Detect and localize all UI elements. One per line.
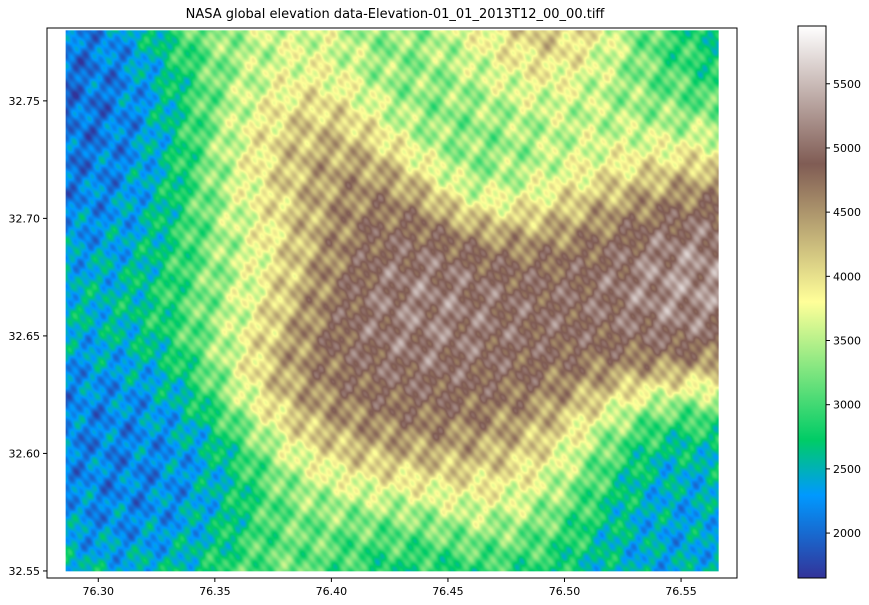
elevation-heatmap [65, 30, 719, 572]
colorbar-tick-label: 2000 [833, 527, 861, 540]
y-tick-label: 32.70 [9, 212, 41, 225]
plot-area: 76.30 76.35 76.40 76.45 76.50 76.55 32.55 32.6… [9, 27, 738, 598]
colorbar-tick-label: 3000 [833, 399, 861, 412]
colorbar-tick-label: 3500 [833, 335, 861, 348]
y-axis: 32.55 32.60 32.65 32.70 32.75 [9, 95, 47, 578]
y-tick-label: 32.65 [9, 330, 41, 343]
x-tick-label: 76.30 [83, 585, 115, 598]
x-axis: 76.30 76.35 76.40 76.45 76.50 76.55 [83, 578, 697, 598]
x-tick-label: 76.50 [549, 585, 581, 598]
x-tick-label: 76.35 [199, 585, 231, 598]
x-tick-label: 76.45 [432, 585, 464, 598]
colorbar-tick-label: 4500 [833, 206, 861, 219]
chart-title: NASA global elevation data-Elevation-01_… [186, 7, 606, 22]
colorbar-tick-label: 5500 [833, 78, 861, 91]
y-tick-label: 32.55 [9, 565, 41, 578]
y-tick-label: 32.75 [9, 95, 41, 108]
x-tick-label: 76.40 [316, 585, 348, 598]
colorbar-axis: 2000 2500 3000 3500 4000 4500 5000 5500 [826, 78, 861, 540]
axes-frame [46, 27, 738, 579]
colorbar-tick-label: 4000 [833, 270, 861, 283]
colorbar: 2000 2500 3000 3500 4000 4500 5000 5500 [797, 25, 861, 579]
colorbar-tick-label: 2500 [833, 463, 861, 476]
colorbar-bar [797, 25, 827, 579]
y-tick-label: 32.60 [9, 447, 41, 460]
x-tick-label: 76.55 [665, 585, 697, 598]
colorbar-tick-label: 5000 [833, 142, 861, 155]
